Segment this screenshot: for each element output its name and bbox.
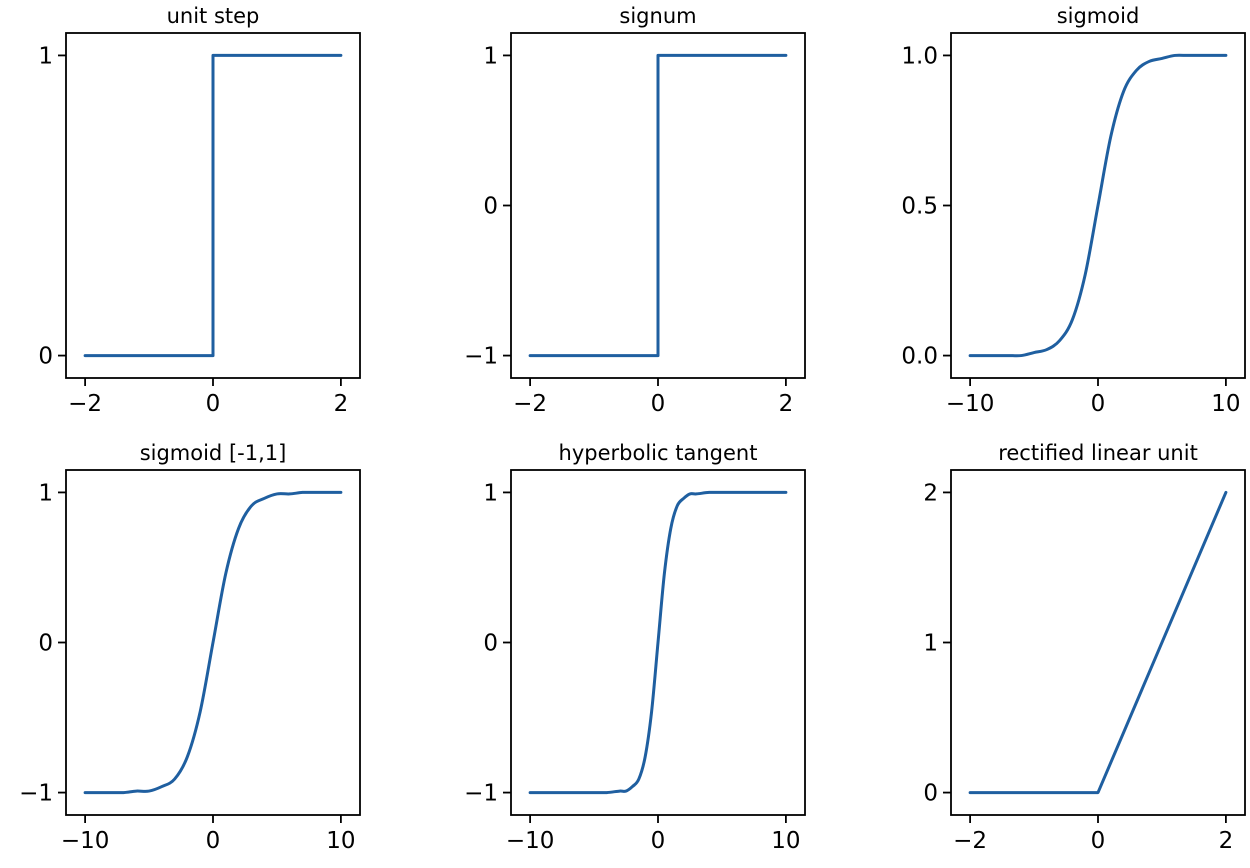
x-tick-label: 2 xyxy=(334,391,349,417)
x-tick-label: 0 xyxy=(1091,828,1106,854)
subplot-title: hyperbolic tangent xyxy=(559,441,758,465)
subplot-title: rectified linear unit xyxy=(998,441,1198,465)
subplot-2: signum −2 0 2 −1 0 1 xyxy=(464,4,806,417)
y-tick-label: 0 xyxy=(923,781,938,807)
series-line xyxy=(968,490,1228,795)
y-tick-label: 1 xyxy=(483,480,498,506)
series-line xyxy=(528,490,788,795)
x-tick-label: −2 xyxy=(953,828,987,854)
series-line xyxy=(528,53,788,358)
x-tick-label: 0 xyxy=(206,391,221,417)
y-tick-label: 2 xyxy=(923,480,938,506)
subplot-5: hyperbolic tangent−10 0 10−101 xyxy=(464,441,806,854)
y-tick-label: −1 xyxy=(464,781,498,807)
subplot-title: sigmoid [-1,1] xyxy=(140,441,287,465)
y-tick-label: 1.0 xyxy=(901,43,938,69)
y-tick-label: 0 xyxy=(483,631,498,657)
x-tick-label: 10 xyxy=(771,828,800,854)
y-tick-label: −1 xyxy=(19,781,53,807)
subplot-1: unit step −2 0 2 0 1 xyxy=(38,4,361,417)
axes-frame xyxy=(950,469,1246,816)
subplot-title: sigmoid xyxy=(1057,4,1140,28)
x-tick-label: 0 xyxy=(1091,391,1106,417)
x-tick-label: 0 xyxy=(651,828,666,854)
y-tick-label: 0.0 xyxy=(901,344,938,370)
x-tick-label: 10 xyxy=(1211,391,1240,417)
series-line xyxy=(83,53,343,358)
x-tick-label: −2 xyxy=(513,391,547,417)
y-tick-label: 1 xyxy=(38,480,53,506)
x-tick-label: 0 xyxy=(651,391,666,417)
y-tick-label: 0 xyxy=(38,344,53,370)
subplot-4: sigmoid [-1,1]−10 0 10−101 xyxy=(19,441,361,854)
y-tick-label: 0.5 xyxy=(901,194,938,220)
subplot-3: sigmoid −10 0 10 0.0 0.5 1.0 xyxy=(901,4,1246,417)
y-tick-label: 1 xyxy=(483,43,498,69)
y-tick-label: 1 xyxy=(923,631,938,657)
subplot-title: signum xyxy=(619,4,696,28)
x-tick-label: 0 xyxy=(206,828,221,854)
x-tick-label: −10 xyxy=(506,828,555,854)
subplot-6: rectified linear unit −2 0 2 0 1 2 xyxy=(923,441,1246,854)
subplot-title: unit step xyxy=(167,4,260,28)
y-tick-label: 0 xyxy=(38,631,53,657)
x-tick-label: 2 xyxy=(1219,828,1234,854)
y-tick-label: 1 xyxy=(38,43,53,69)
x-tick-label: −10 xyxy=(946,391,995,417)
series-line xyxy=(968,53,1228,358)
x-tick-label: −2 xyxy=(68,391,102,417)
x-tick-label: 10 xyxy=(326,828,355,854)
y-tick-label: −1 xyxy=(464,344,498,370)
x-tick-label: −10 xyxy=(61,828,110,854)
series-line xyxy=(83,490,343,795)
y-tick-label: 0 xyxy=(483,194,498,220)
x-tick-label: 2 xyxy=(779,391,794,417)
